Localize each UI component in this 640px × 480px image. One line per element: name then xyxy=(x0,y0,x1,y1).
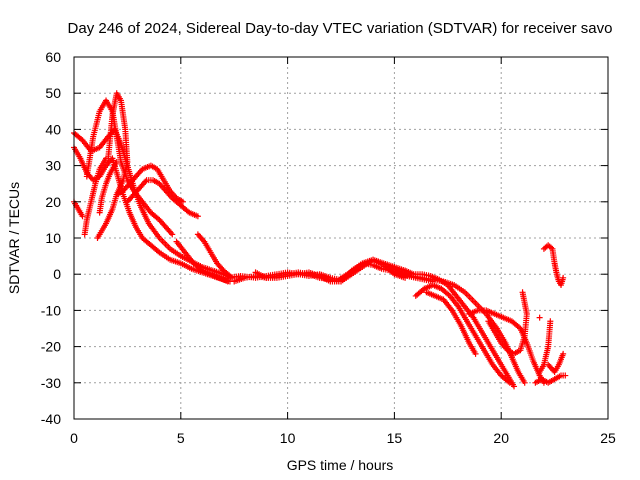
series-sat-t xyxy=(485,289,530,357)
data-point xyxy=(521,379,528,386)
series-sat-i xyxy=(124,177,201,220)
data-point xyxy=(536,314,543,321)
series-sat-x xyxy=(545,350,567,375)
series-sat-j xyxy=(173,238,231,285)
series-sat-o xyxy=(387,263,528,386)
grid xyxy=(74,57,608,419)
x-axis-label: GPS time / hours xyxy=(287,457,394,473)
data-point xyxy=(562,372,569,379)
y-tick-label: -10 xyxy=(41,302,61,318)
data-point xyxy=(179,198,186,205)
series-sat-g xyxy=(96,158,120,216)
y-tick-label: -30 xyxy=(41,375,61,391)
series-sat-p xyxy=(402,267,518,390)
series-sat-f xyxy=(81,155,110,238)
data-point xyxy=(103,155,110,162)
y-tick-label: 30 xyxy=(45,158,61,174)
series-sat-q xyxy=(412,282,513,386)
data-point xyxy=(94,235,101,241)
y-tick-label: 60 xyxy=(45,49,61,65)
data-point xyxy=(547,318,554,325)
data-point xyxy=(113,158,120,165)
data-point xyxy=(560,274,567,281)
x-tick-label: 20 xyxy=(493,430,509,446)
x-tick-label: 5 xyxy=(177,430,185,446)
chart-title: Day 246 of 2024, Sidereal Day-to-day VTE… xyxy=(68,20,613,37)
y-tick-label: -40 xyxy=(41,411,61,427)
x-tick-label: 15 xyxy=(387,430,403,446)
y-tick-label: 50 xyxy=(45,85,61,101)
y-tick-label: 10 xyxy=(45,230,61,246)
data-points xyxy=(71,90,569,390)
data-point xyxy=(511,383,518,390)
y-tick-label: 20 xyxy=(45,194,61,210)
x-tick-label: 0 xyxy=(70,430,78,446)
y-tick-label: 40 xyxy=(45,121,61,137)
y-tick-label: 0 xyxy=(53,266,61,282)
series-sat-v xyxy=(536,318,554,375)
x-tick-label: 10 xyxy=(280,430,296,446)
axis-ticks: 0 5 10 15 20 25 -40 -30 -20 -10 0 10 20 30 40 50 60 xyxy=(41,49,616,446)
series-sat-b xyxy=(71,126,236,281)
series-sat-y xyxy=(536,314,543,321)
y-axis-label: SDTVAR / TECUs xyxy=(6,182,22,294)
data-point xyxy=(472,350,479,357)
series-sat-n xyxy=(252,256,409,285)
data-point xyxy=(194,213,201,220)
series-sat-r xyxy=(423,289,479,357)
data-point xyxy=(519,289,526,296)
data-point xyxy=(169,231,176,238)
series-sat-u xyxy=(532,372,569,386)
series-sat-w xyxy=(540,242,567,289)
data-point xyxy=(560,350,567,357)
y-tick-label: -20 xyxy=(41,339,61,355)
series-sat-k xyxy=(194,231,236,281)
data-point xyxy=(506,379,513,386)
data-point xyxy=(79,213,86,220)
data-point xyxy=(402,274,409,281)
x-tick-label: 25 xyxy=(600,430,616,446)
